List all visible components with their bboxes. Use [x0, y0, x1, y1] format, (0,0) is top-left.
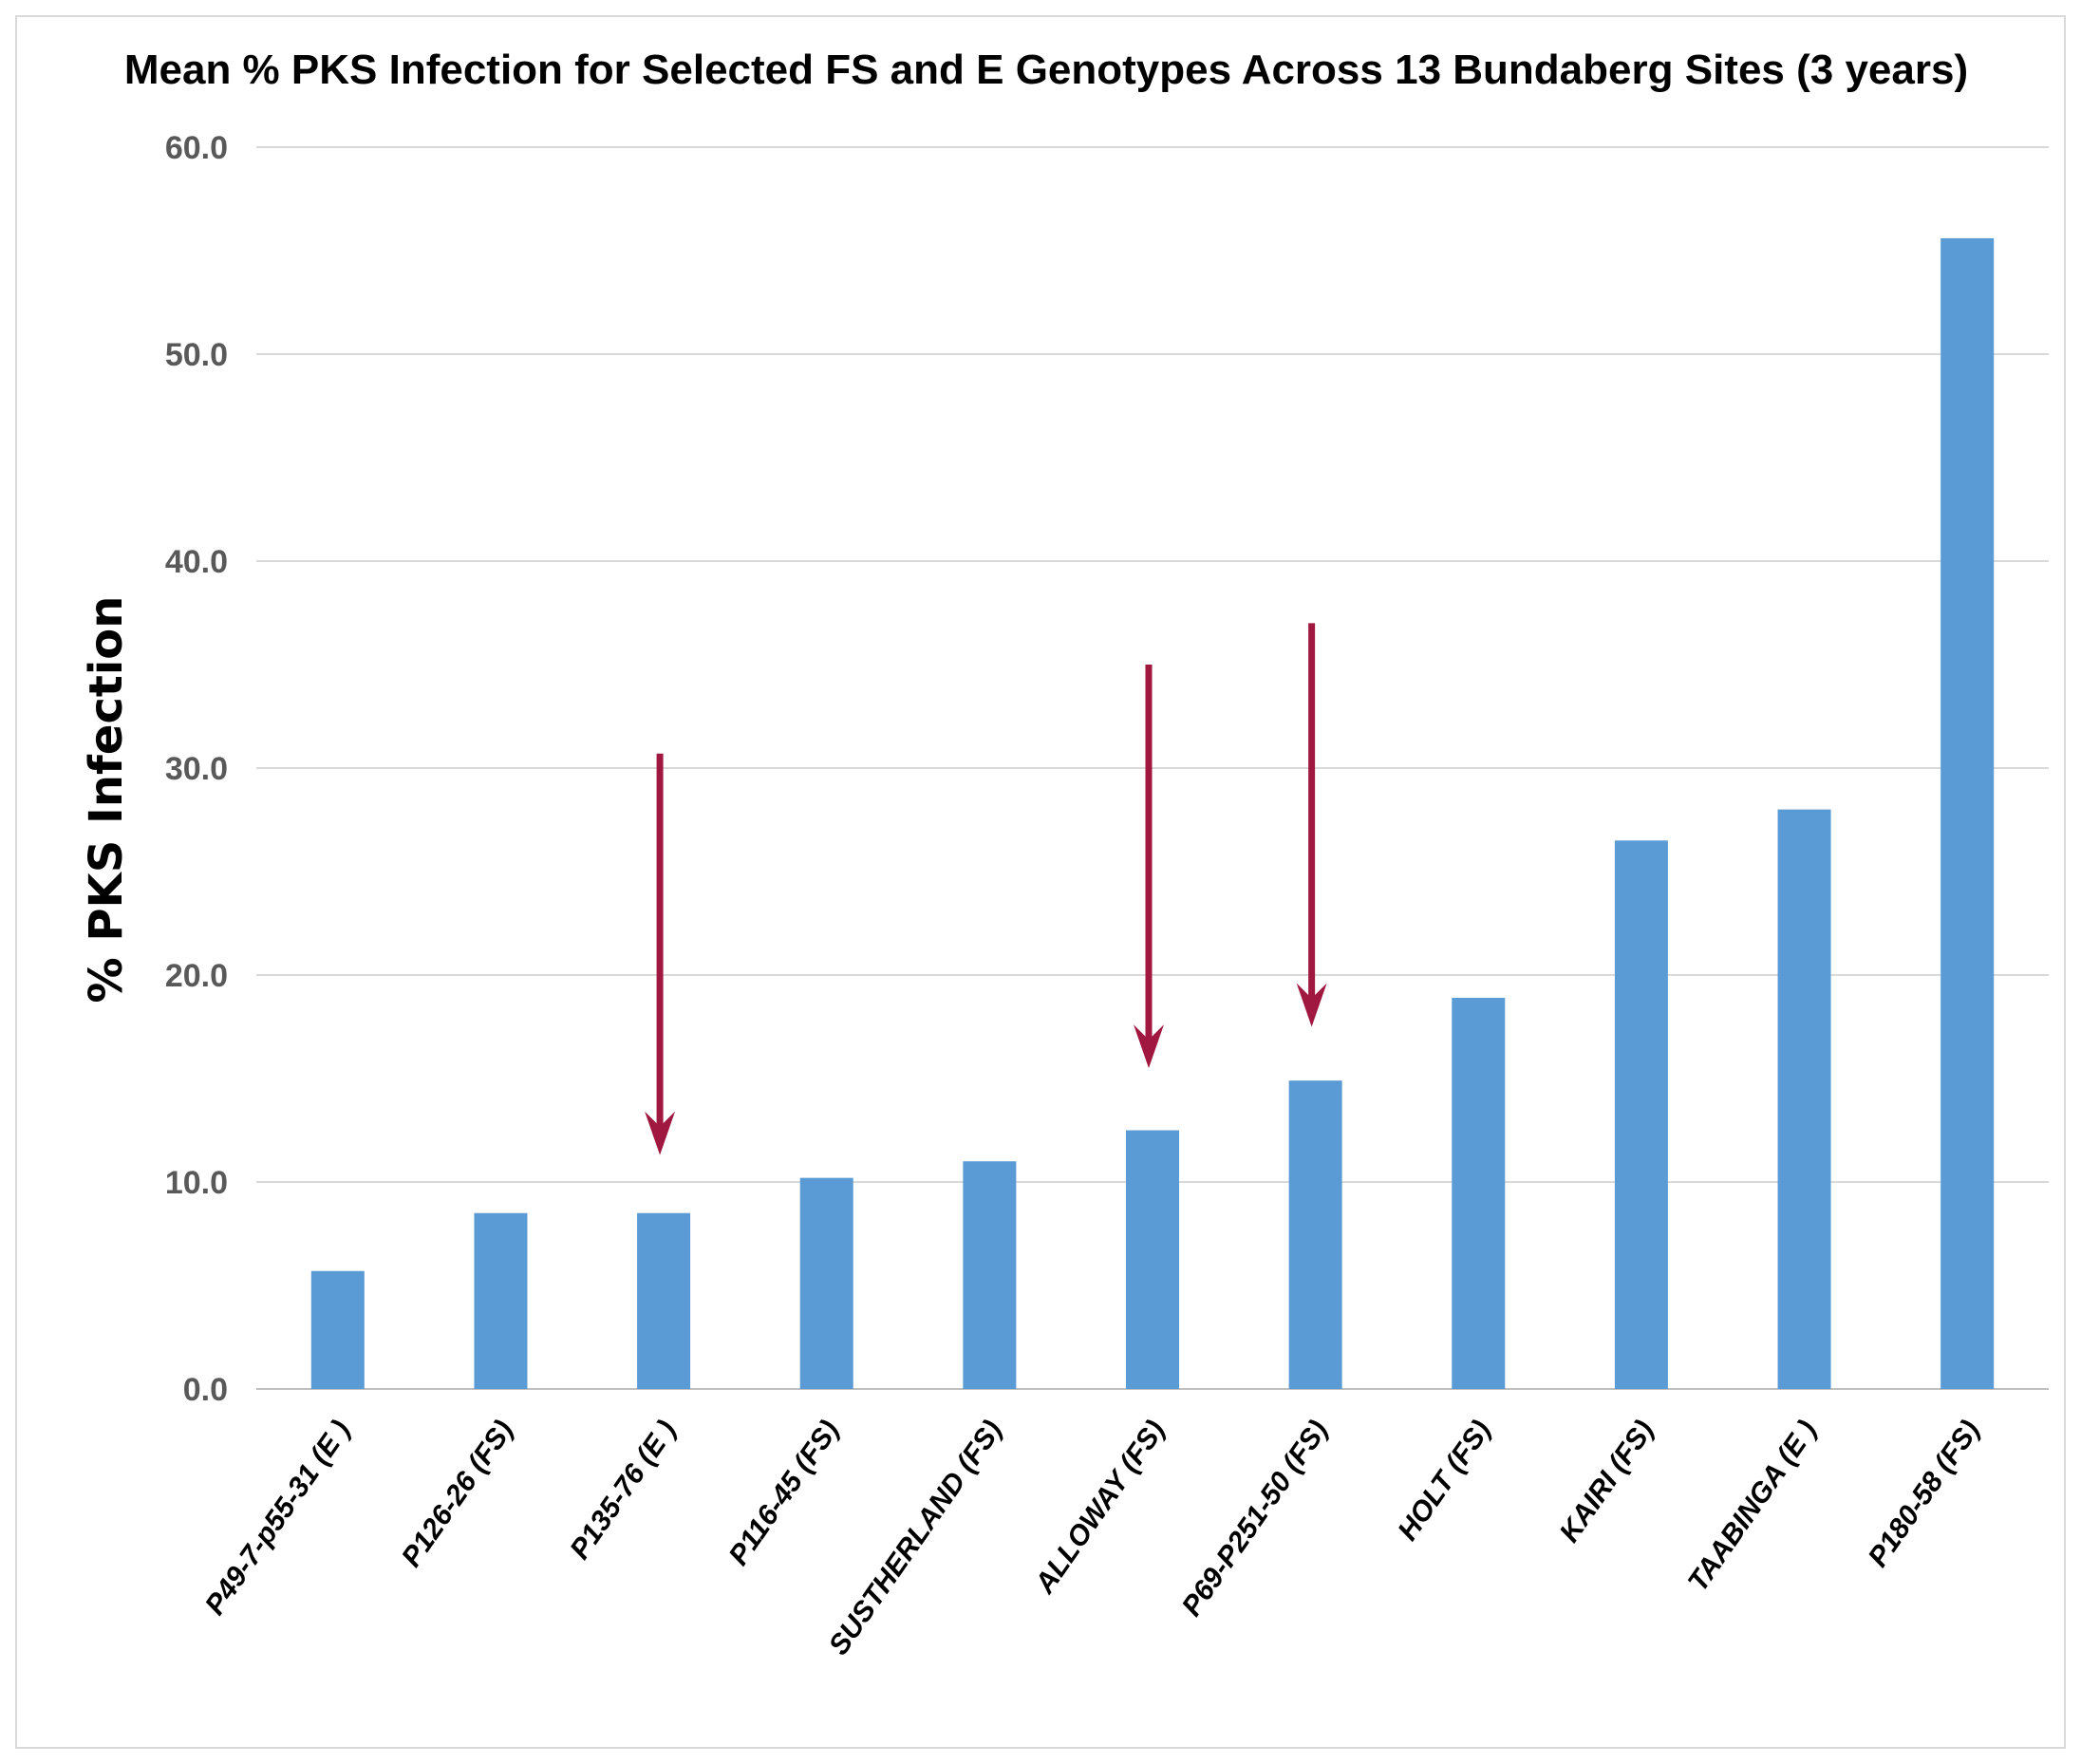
x-tick-label: P69-P251-50 (FS)	[1176, 1415, 1335, 1622]
arrow-head	[645, 1111, 676, 1155]
gridlines	[256, 146, 2049, 1390]
x-tick-label: HOLT (FS)	[1392, 1415, 1497, 1547]
y-axis-label: % PKS Infection	[80, 596, 133, 1004]
x-tick-label: P49-7-p55-31 (E )	[199, 1415, 357, 1621]
chart-title: Mean % PKS Infection for Selected FS and…	[124, 47, 1968, 93]
bar	[799, 1177, 853, 1389]
y-tick-label: 0.0	[183, 1372, 228, 1408]
bar	[1940, 237, 1995, 1389]
x-tick-label: P135-76 (E )	[564, 1415, 683, 1565]
x-tick-label: KAIRI (FS)	[1554, 1415, 1660, 1548]
bar	[474, 1212, 528, 1389]
bar	[1288, 1080, 1342, 1389]
bar	[1126, 1130, 1179, 1389]
down-arrow	[645, 753, 676, 1155]
y-tick-label: 20.0	[165, 958, 228, 994]
x-tick-label: P126-26 (FS)	[396, 1415, 519, 1572]
x-axis-ticks: P49-7-p55-31 (E ) P126-26 (FS) P135-76 (E …	[199, 1415, 1986, 1661]
y-tick-label: 30.0	[165, 751, 228, 787]
x-tick-label: ALLOWAY (FS)	[1028, 1415, 1171, 1600]
bar	[963, 1161, 1017, 1389]
bar	[1452, 997, 1506, 1389]
bar	[637, 1212, 691, 1389]
bar	[310, 1270, 365, 1389]
y-tick-label: 50.0	[165, 337, 228, 373]
y-tick-label: 60.0	[165, 130, 228, 166]
y-tick-label: 40.0	[165, 544, 228, 580]
x-tick-label: P116-45 (FS)	[722, 1415, 845, 1571]
y-tick-label: 10.0	[165, 1165, 228, 1201]
bar	[1777, 809, 1831, 1389]
down-arrow	[1296, 623, 1327, 1027]
x-tick-label: SUSTHERLAND (FS)	[823, 1415, 1008, 1661]
arrow-head	[1296, 983, 1327, 1027]
bar	[1614, 840, 1668, 1389]
arrow-head	[1134, 1024, 1164, 1069]
chart-frame	[15, 15, 2066, 1749]
bars	[310, 237, 1995, 1389]
y-axis-ticks: 0.0 10.0 20.0 30.0 40.0 50.0 60.0	[165, 130, 228, 1408]
down-arrow	[1134, 665, 1164, 1069]
x-tick-label: P180-58 (FS)	[1863, 1415, 1986, 1572]
x-tick-label: TAABINGA (E )	[1682, 1415, 1823, 1597]
annotation-arrows	[645, 623, 1327, 1155]
